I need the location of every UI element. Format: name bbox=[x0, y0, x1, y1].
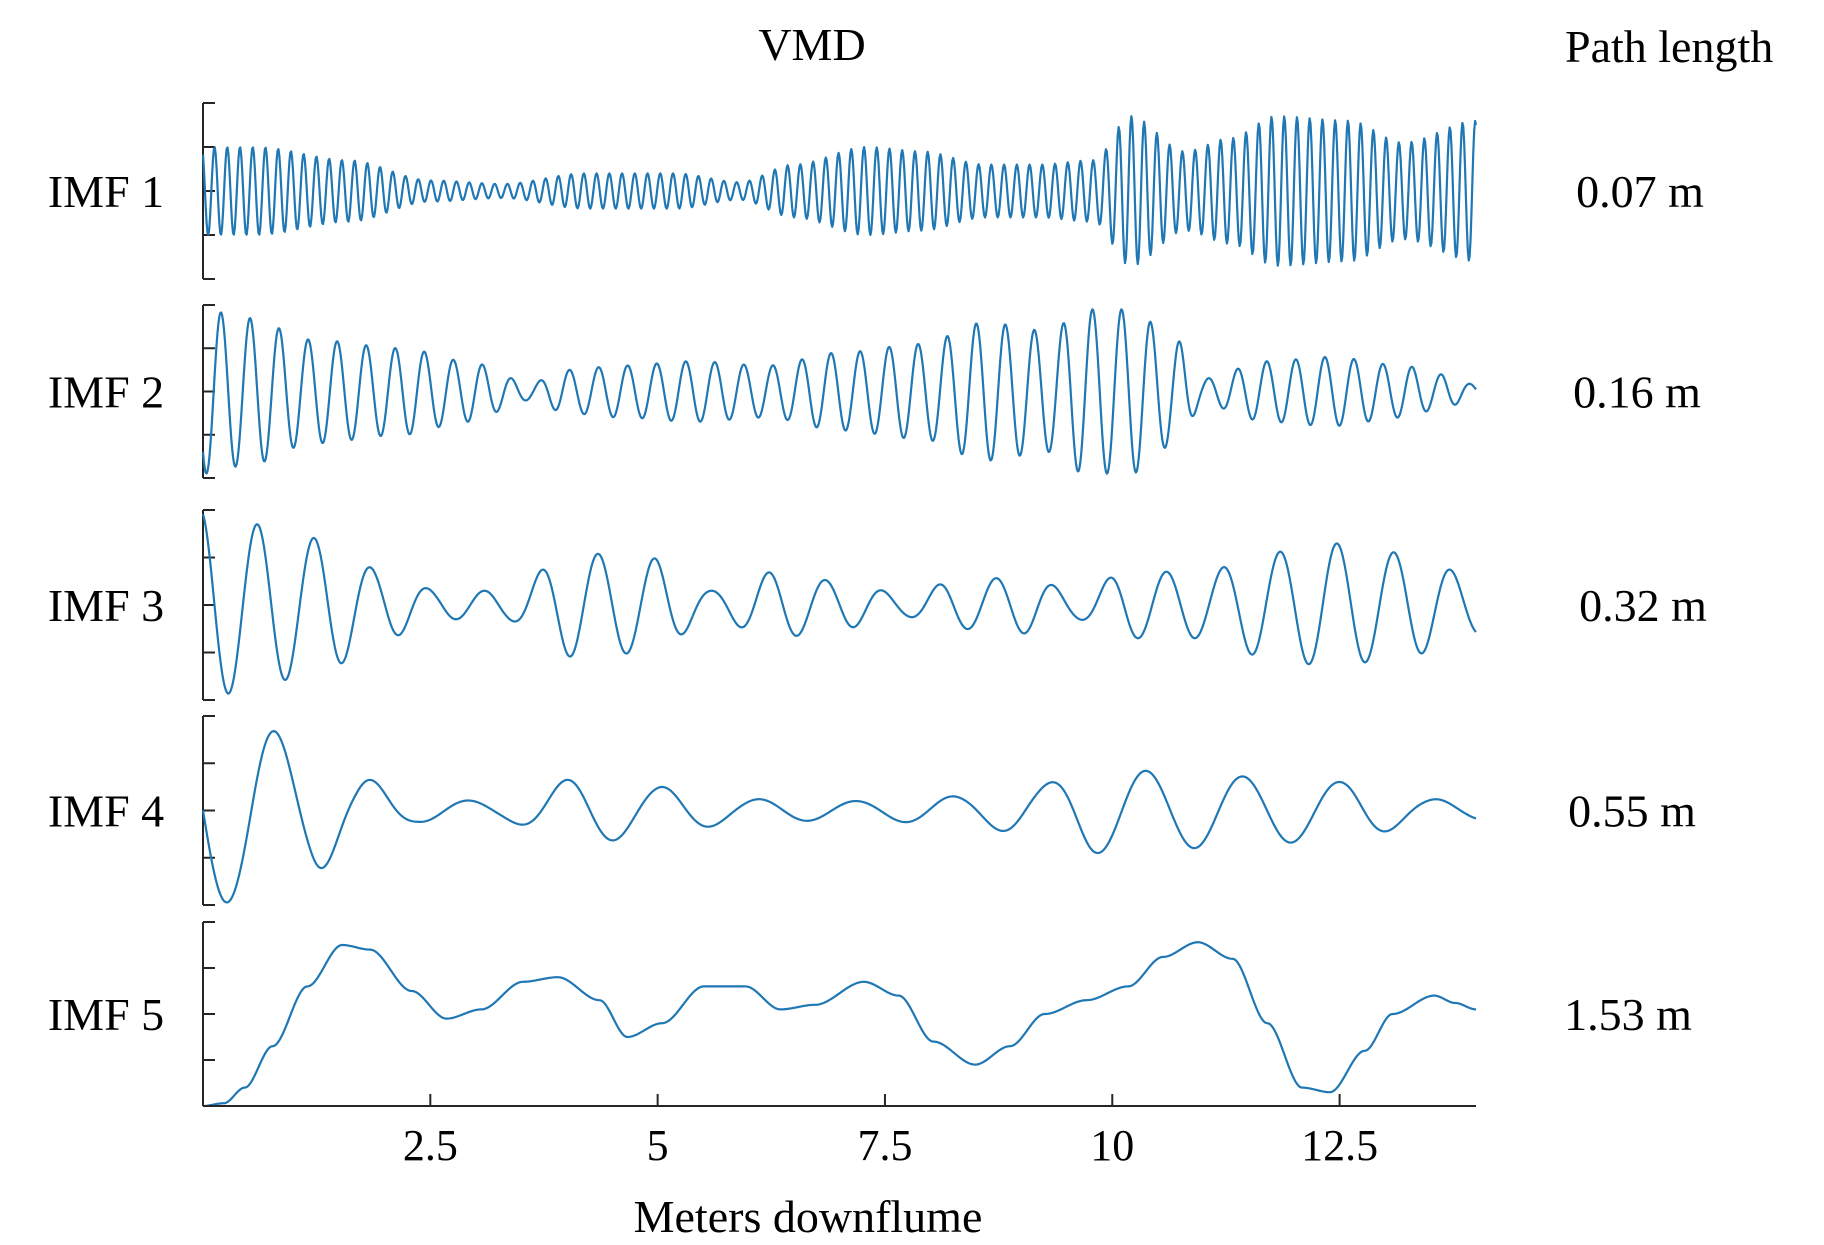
panel-3: IMF 3 0.32 m bbox=[48, 509, 1707, 701]
series-line-imf-1 bbox=[201, 115, 1478, 267]
x-tick-label: 10 bbox=[1090, 1121, 1134, 1170]
chart-title: VMD bbox=[758, 19, 865, 70]
panel-5: IMF 5 1.53 m bbox=[48, 921, 1692, 1108]
series-line-imf-3 bbox=[201, 513, 1477, 695]
path-length-header: Path length bbox=[1565, 21, 1773, 72]
x-tick-label: 2.5 bbox=[403, 1121, 458, 1170]
panel-1: IMF 1 0.07 m bbox=[48, 102, 1704, 280]
path-length-value: 0.55 m bbox=[1568, 786, 1696, 837]
series-line-imf-2 bbox=[201, 308, 1477, 475]
panel-label: IMF 4 bbox=[48, 786, 164, 837]
x-axis-label: Meters downflume bbox=[634, 1191, 983, 1242]
x-tick-label: 12.5 bbox=[1301, 1121, 1378, 1170]
panel-4: IMF 4 0.55 m bbox=[48, 715, 1696, 906]
path-length-value: 0.32 m bbox=[1579, 580, 1707, 631]
panel-label: IMF 5 bbox=[48, 989, 164, 1040]
series-line-imf-5 bbox=[202, 941, 1477, 1108]
x-tick-label: 5 bbox=[647, 1121, 669, 1170]
panel-label: IMF 1 bbox=[48, 166, 164, 217]
panel-label: IMF 2 bbox=[48, 367, 164, 418]
path-length-value: 1.53 m bbox=[1564, 989, 1692, 1040]
panel-label: IMF 3 bbox=[48, 580, 164, 631]
path-length-value: 0.07 m bbox=[1576, 166, 1704, 217]
path-length-value: 0.16 m bbox=[1573, 367, 1701, 418]
x-tick-label: 7.5 bbox=[857, 1121, 912, 1170]
series-line-imf-4 bbox=[201, 730, 1477, 904]
panel-2: IMF 2 0.16 m bbox=[48, 304, 1701, 479]
